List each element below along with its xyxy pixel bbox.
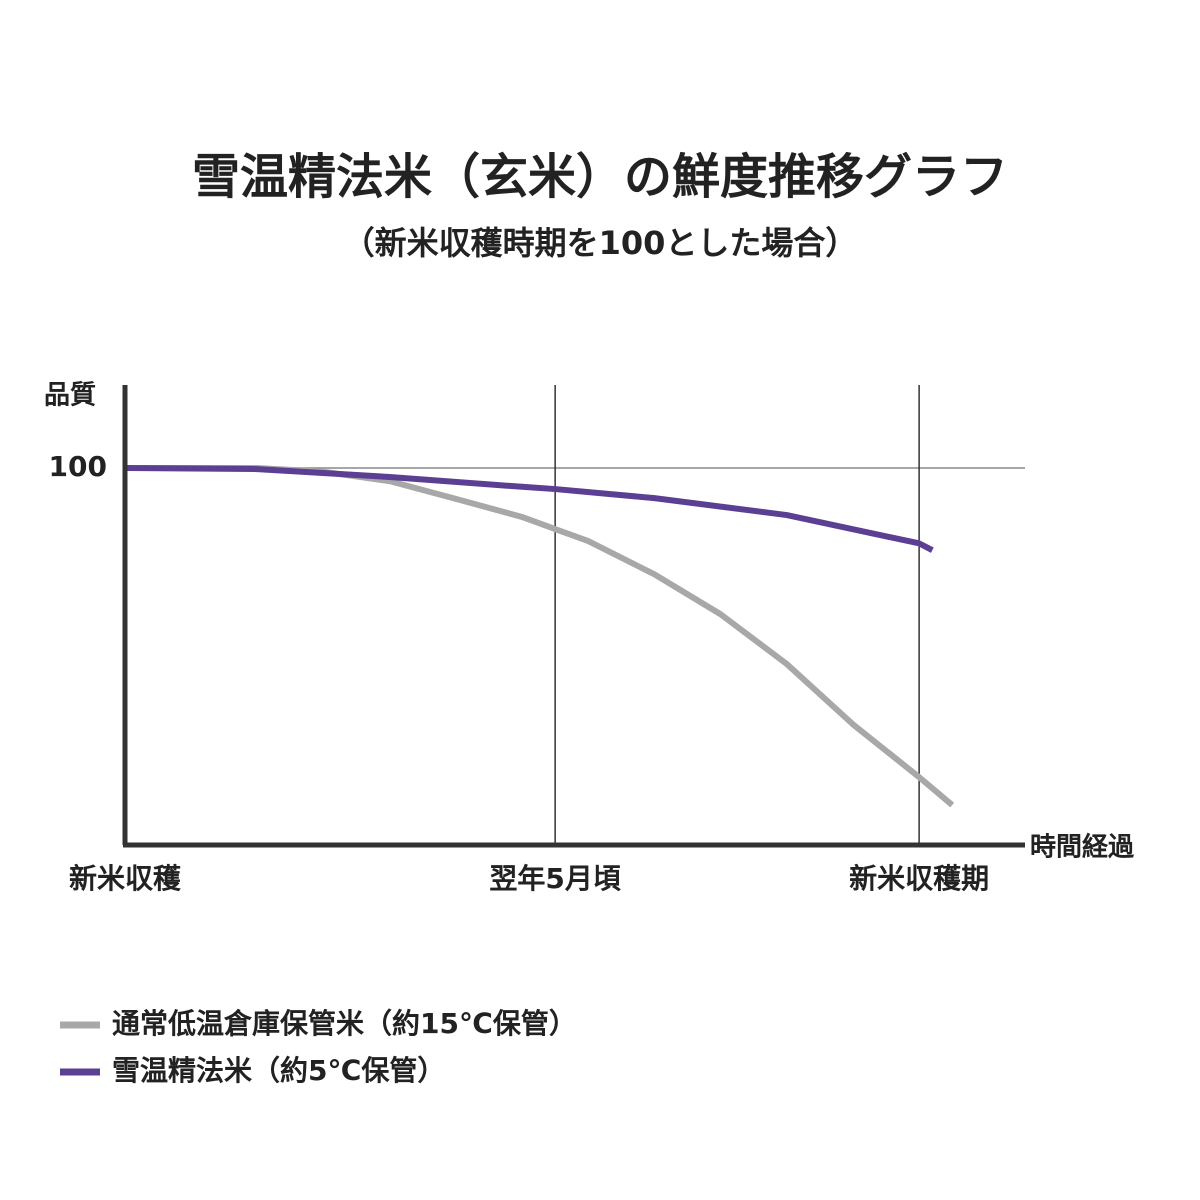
legend-label: 通常低温倉庫保管米（約15℃保管） [112, 1007, 577, 1040]
series-line [125, 464, 955, 808]
x-tick-label: 新米収穫期 [849, 862, 989, 895]
legend-label: 雪温精法米（約5℃保管） [112, 1054, 445, 1087]
x-axis-label: 時間経過 [1030, 832, 1135, 863]
x-tick-label: 翌年5月頃 [489, 862, 620, 895]
y-axis-label: 品質 [44, 381, 96, 411]
chart-title: 雪温精法米（玄米）の鮮度推移グラフ [192, 149, 1008, 205]
series-line [124, 464, 934, 553]
chart-subtitle: （新米収穫時期を100とした場合） [343, 224, 858, 262]
x-tick-label: 新米収穫 [69, 862, 181, 895]
y-tick-label: 100 [49, 450, 107, 483]
